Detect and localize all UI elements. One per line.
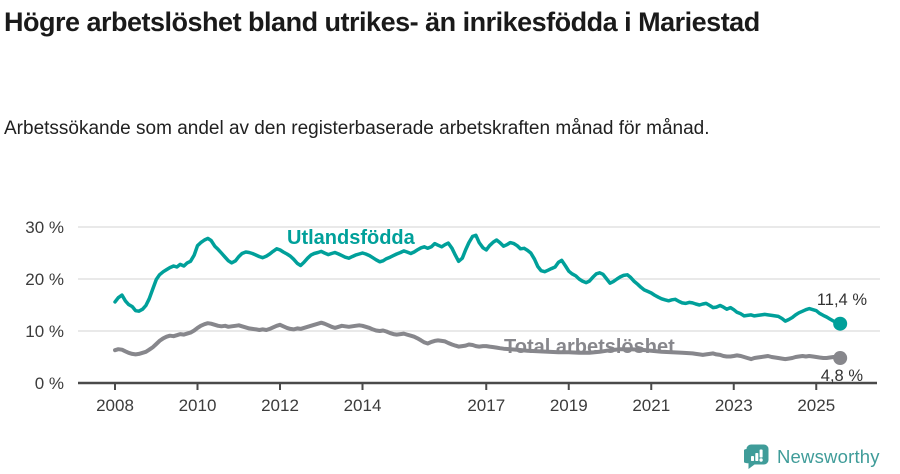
series-end-dot-utlandsfodda — [833, 316, 848, 331]
y-tick-label: 20 % — [25, 270, 64, 289]
y-tick-label: 10 % — [25, 322, 64, 341]
newsworthy-brand-text: Newsworthy — [777, 445, 880, 467]
x-tick-label: 2019 — [550, 396, 588, 415]
y-tick-label: 30 % — [25, 218, 64, 237]
newsworthy-brand: Newsworthy — [744, 443, 880, 470]
end-value-label-total: 4,8 % — [820, 367, 863, 385]
x-tick-label: 2017 — [467, 396, 505, 415]
page-title: Högre arbetslöshet bland utrikes- än inr… — [4, 7, 760, 37]
y-tick-label: 0 % — [35, 374, 64, 393]
series-line-utlandsfodda — [113, 233, 842, 326]
series-line-total — [113, 320, 843, 362]
newsworthy-logo-icon — [744, 444, 769, 469]
unemployment-line-chart: 2008 2010 2012 2014 2017 2019 2021 2023 2025 0 % 1… — [25, 218, 880, 415]
x-tick-label: 2021 — [632, 396, 670, 415]
x-tick-label: 2025 — [797, 396, 835, 415]
series-end-dot-total — [833, 351, 848, 366]
series-label-total-arbetsloshet: Total arbetslöshet — [504, 336, 675, 358]
x-tick-label: 2023 — [715, 396, 753, 415]
x-tick-label: 2008 — [96, 396, 134, 415]
page-subtitle: Arbetssökande som andel av den registerb… — [4, 118, 710, 139]
end-value-label-utlandsfodda: 11,4 % — [816, 291, 867, 309]
x-tick-label: 2014 — [344, 396, 382, 415]
x-tick-label: 2012 — [261, 396, 299, 415]
x-tick-label: 2010 — [179, 396, 217, 415]
series-label-utlandsfodda: Utlandsfödda — [287, 227, 415, 249]
